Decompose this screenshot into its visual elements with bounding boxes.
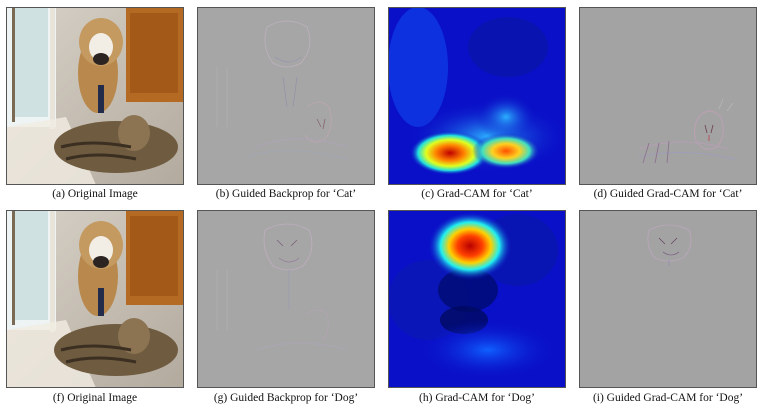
caption-guided-gradcam-cat: (d) Guided Grad-CAM for ‘Cat’ <box>593 188 743 200</box>
guided-backprop-cat <box>197 7 375 185</box>
guided-gradcam-dog <box>579 210 757 388</box>
gradcam-heatmap-cat <box>388 7 566 185</box>
caption-gradcam-cat: (c) Grad-CAM for ‘Cat’ <box>421 188 533 200</box>
caption-original-image-cat: (a) Original Image <box>52 188 138 200</box>
gradcam-heatmap-dog <box>388 210 566 388</box>
original-image-dog <box>6 210 184 388</box>
original-image-cat <box>6 7 184 185</box>
guided-gradcam-cat <box>579 7 757 185</box>
caption-original-image-dog: (f) Original Image <box>52 392 138 404</box>
guided-backprop-dog <box>197 210 375 388</box>
caption-guided-backprop-dog: (g) Guided Backprop for ‘Dog’ <box>213 392 359 404</box>
caption-guided-gradcam-dog: (i) Guided Grad-CAM for ‘Dog’ <box>592 392 744 404</box>
caption-gradcam-dog: (h) Grad-CAM for ‘Dog’ <box>419 392 535 404</box>
caption-guided-backprop-cat: (b) Guided Backprop for ‘Cat’ <box>215 188 357 200</box>
